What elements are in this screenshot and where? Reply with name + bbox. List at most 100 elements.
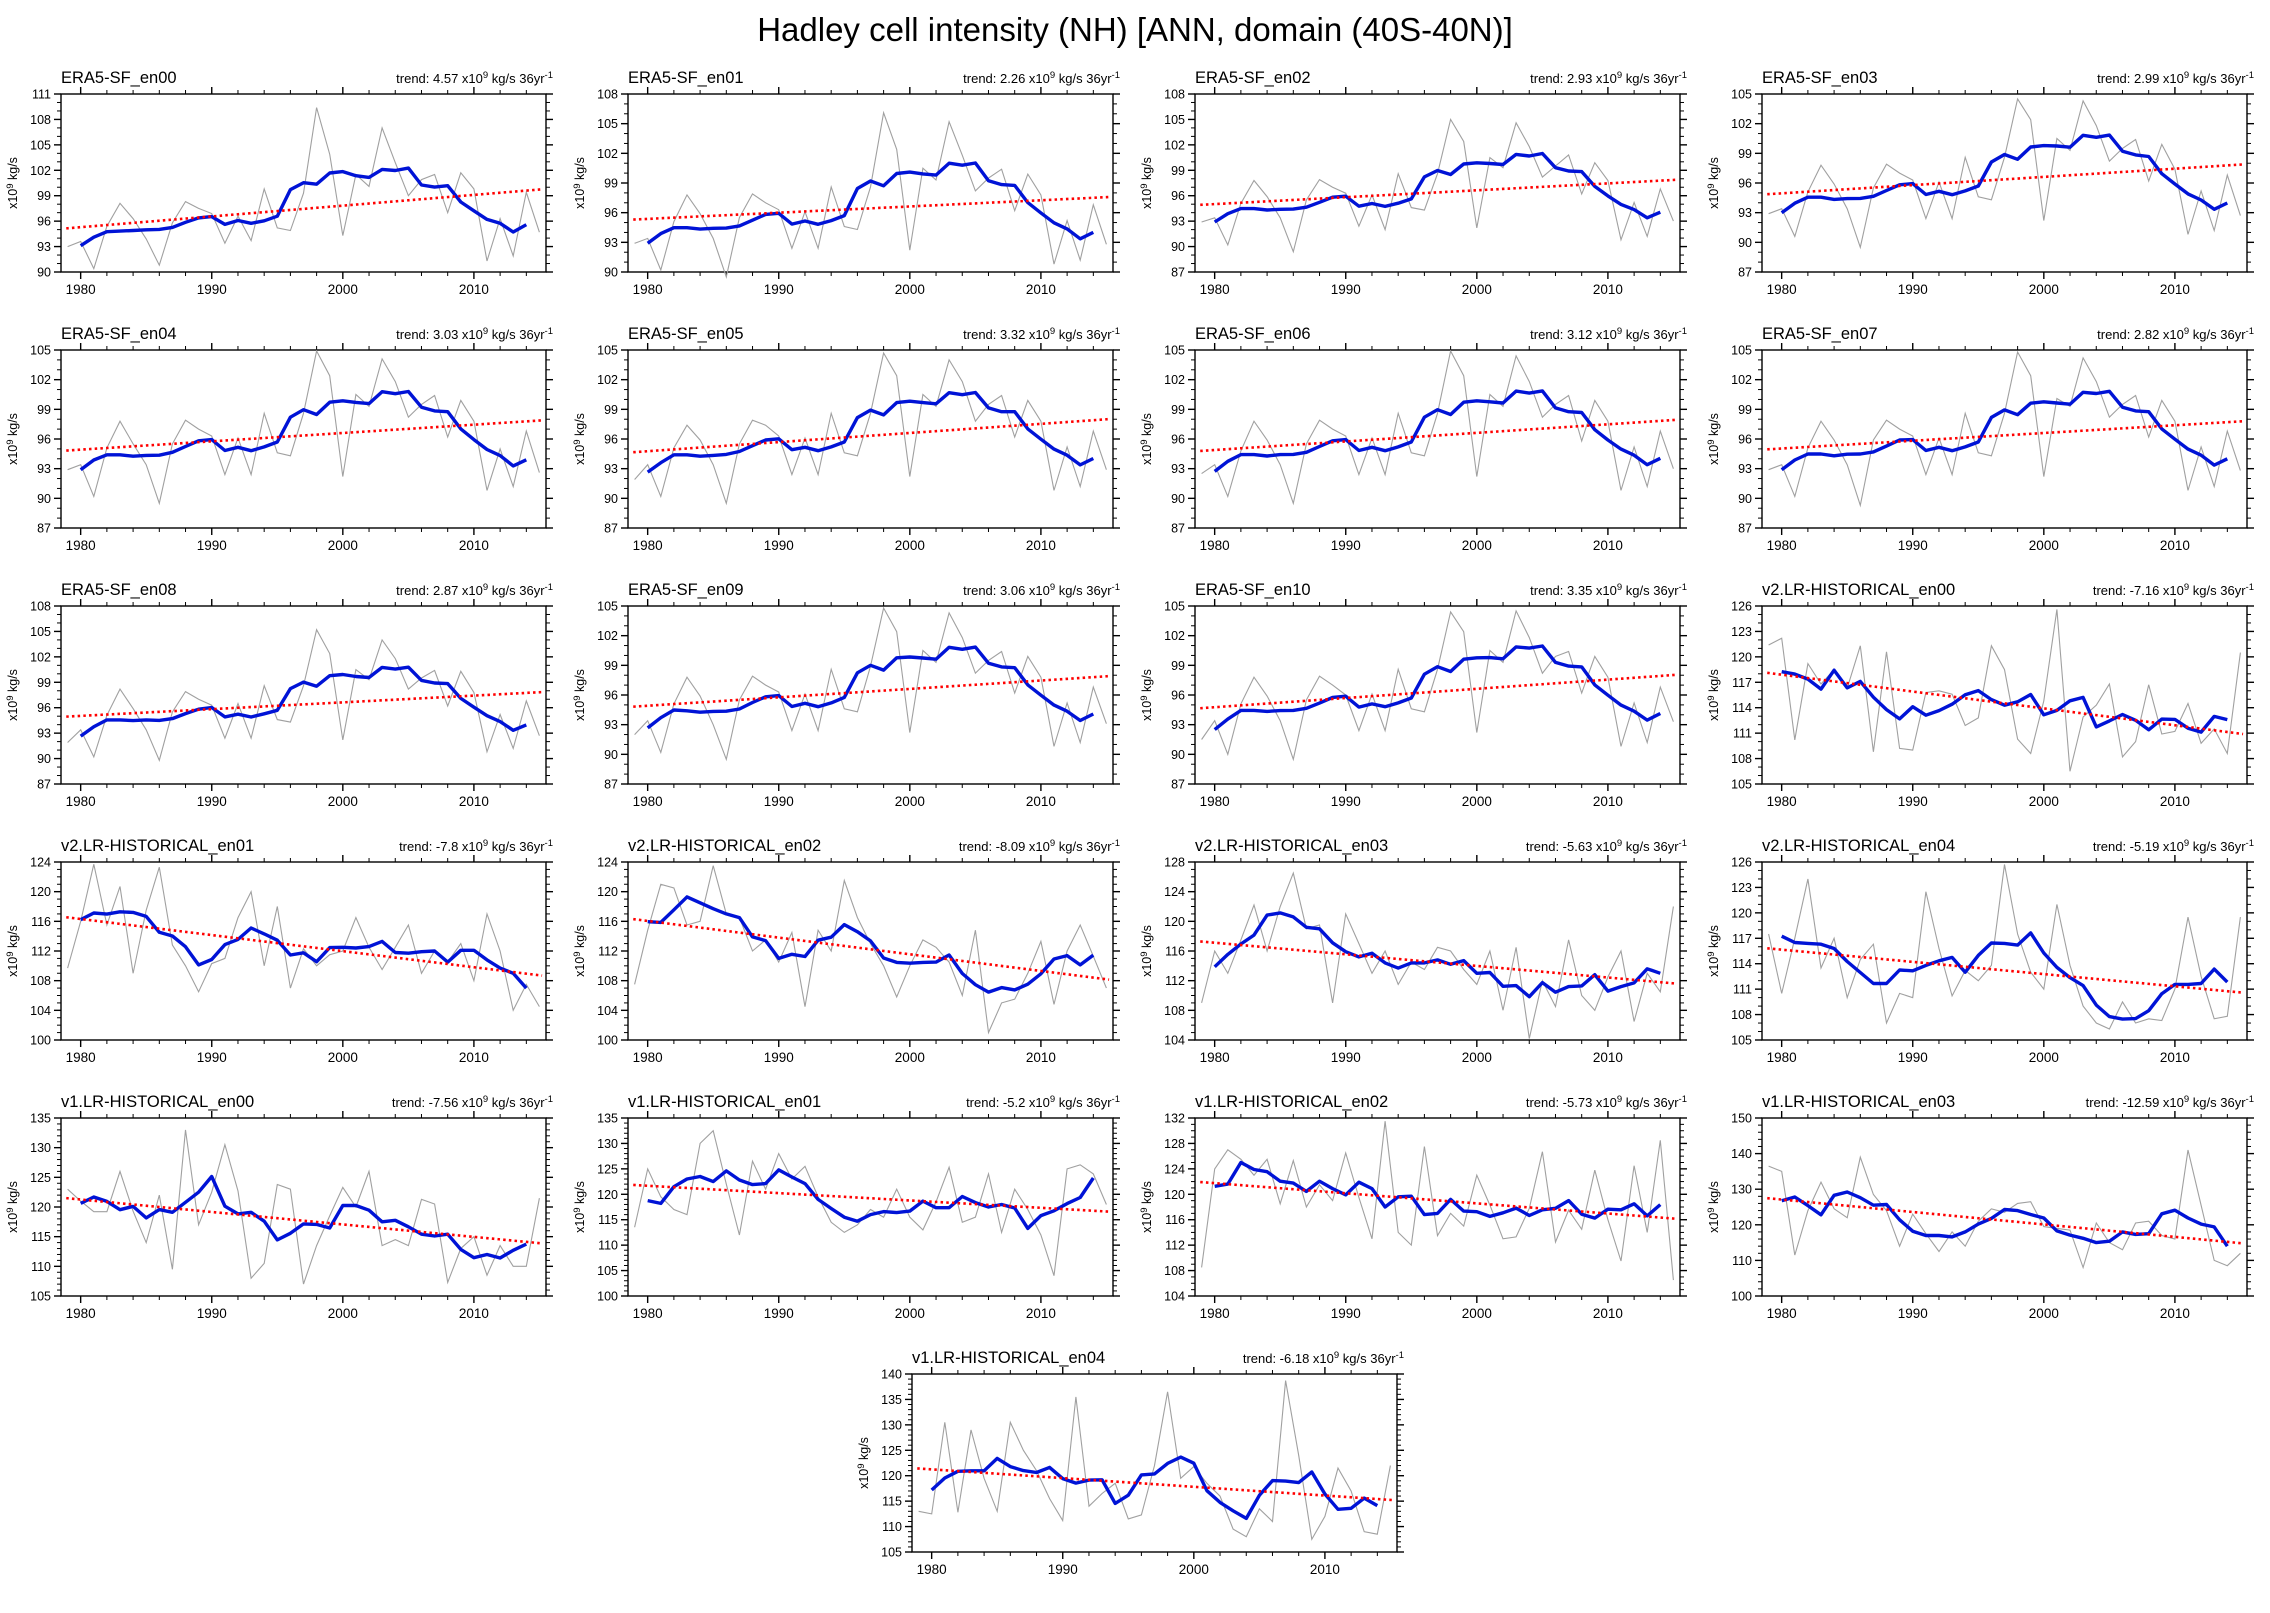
svg-text:2010: 2010: [1026, 538, 1056, 553]
axis-ticks: [621, 599, 1120, 791]
trend-label: trend: -6.18 x109 kg/s 36yr-1: [1242, 1350, 1403, 1366]
svg-text:102: 102: [597, 147, 618, 161]
svg-text:2010: 2010: [2160, 282, 2190, 297]
svg-text:108: 108: [1164, 88, 1185, 102]
plot-box: [627, 93, 1114, 273]
axis-ticks: [1188, 343, 1687, 535]
annual-line: [67, 628, 540, 762]
chart-panel-v1.LR-HISTORICAL_en00: v1.LR-HISTORICAL_en00 trend: -7.56 x109 k…: [1, 1086, 568, 1342]
smoothed-line: [1780, 931, 2229, 1021]
svg-text:2000: 2000: [328, 794, 358, 809]
svg-text:120: 120: [1164, 915, 1185, 929]
svg-text:2000: 2000: [2029, 1050, 2059, 1065]
chart-panel-ERA5-SF_en05: ERA5-SF_en05 trend: 3.32 x109 kg/s 36yr-1…: [568, 318, 1135, 574]
axis-tick-labels: 105 110 115 120 125 130 135 140 1980 1990 2000 2010: [881, 1368, 1340, 1578]
axis-tick-labels: 87 90 93 96 99 102 105 108 1980 1990 2000 2010: [1164, 88, 1623, 298]
panel-title: v2.LR-HISTORICAL_en01: [61, 837, 254, 855]
svg-text:1980: 1980: [1767, 1306, 1797, 1321]
axis-tick-labels: 105 108 111 114 117 120 123 126 1980 1990 2000 2010: [1731, 600, 2190, 810]
axis-tick-labels: 87 90 93 96 99 102 105 1980 1990 2000 2010: [1164, 344, 1623, 554]
y-axis-label: x109 kg/s: [1139, 925, 1154, 977]
svg-text:96: 96: [604, 206, 618, 220]
svg-text:105: 105: [30, 344, 51, 358]
svg-text:1980: 1980: [66, 282, 96, 297]
svg-text:105: 105: [597, 600, 618, 614]
svg-text:2010: 2010: [1593, 794, 1623, 809]
annual-line: [67, 107, 540, 271]
axis-ticks: [1188, 599, 1687, 791]
svg-text:2010: 2010: [459, 538, 489, 553]
panel-svg: ERA5-SF_en09 trend: 3.06 x109 kg/s 36yr-1…: [572, 581, 1120, 809]
svg-text:2000: 2000: [1462, 1306, 1492, 1321]
axis-ticks: [621, 87, 1120, 279]
svg-text:87: 87: [1738, 266, 1752, 280]
trend-label: trend: 2.99 x109 kg/s 36yr-1: [2097, 70, 2254, 86]
axis-ticks: [54, 1111, 553, 1303]
panel-svg: v1.LR-HISTORICAL_en03 trend: -12.59 x109 …: [1706, 1093, 2254, 1321]
panel-svg: ERA5-SF_en10 trend: 3.35 x109 kg/s 36yr-1…: [1139, 581, 1687, 810]
svg-text:1990: 1990: [764, 538, 794, 553]
svg-text:2010: 2010: [2160, 794, 2190, 809]
panel-title: ERA5-SF_en02: [1195, 69, 1311, 87]
svg-text:108: 108: [1164, 1004, 1185, 1018]
chart-panel-v1.LR-HISTORICAL_en02: v1.LR-HISTORICAL_en02 trend: -5.73 x109 k…: [1135, 1086, 1702, 1342]
annual-line: [634, 351, 1107, 506]
axis-ticks: [1755, 599, 2254, 791]
svg-text:111: 111: [1733, 727, 1752, 741]
panel-title: v2.LR-HISTORICAL_en00: [1762, 581, 1955, 599]
svg-text:2000: 2000: [1462, 1050, 1492, 1065]
y-axis-label: x109 kg/s: [1706, 669, 1721, 721]
svg-text:135: 135: [597, 1112, 618, 1126]
svg-text:120: 120: [30, 1201, 51, 1215]
svg-text:2000: 2000: [2029, 538, 2059, 553]
smoothed-line: [1213, 911, 1661, 999]
panel-title: ERA5-SF_en05: [628, 325, 744, 343]
svg-text:1980: 1980: [1200, 282, 1230, 297]
svg-text:2000: 2000: [895, 282, 925, 297]
svg-text:87: 87: [1171, 778, 1185, 792]
panel-title: ERA5-SF_en06: [1195, 325, 1311, 343]
axis-tick-labels: 87 90 93 96 99 102 105 1980 1990 2000 2010: [1731, 88, 2190, 298]
svg-text:126: 126: [1731, 856, 1752, 870]
svg-text:112: 112: [598, 945, 618, 959]
svg-text:2010: 2010: [1309, 1562, 1339, 1577]
svg-text:104: 104: [1164, 1034, 1185, 1048]
trend-label: trend: 2.87 x109 kg/s 36yr-1: [396, 582, 553, 598]
trend-label: trend: 2.26 x109 kg/s 36yr-1: [963, 70, 1120, 86]
annual-line: [1768, 1149, 2241, 1270]
svg-text:93: 93: [1738, 206, 1752, 220]
trend-label: trend: -5.63 x109 kg/s 36yr-1: [1526, 838, 1687, 854]
svg-text:114: 114: [1732, 701, 1752, 715]
y-axis-label: x109 kg/s: [856, 1437, 871, 1489]
smoothed-line: [646, 390, 1095, 474]
svg-text:100: 100: [30, 1034, 51, 1048]
svg-text:1980: 1980: [1200, 1050, 1230, 1065]
svg-text:96: 96: [1171, 689, 1185, 703]
svg-text:2010: 2010: [459, 282, 489, 297]
svg-text:102: 102: [30, 650, 51, 664]
panel-svg: v2.LR-HISTORICAL_en01 trend: -7.8 x109 kg…: [5, 837, 553, 1065]
svg-text:125: 125: [30, 1171, 51, 1185]
y-axis-label: x109 kg/s: [1706, 1181, 1721, 1233]
svg-text:93: 93: [37, 462, 51, 476]
svg-text:90: 90: [37, 752, 51, 766]
plot-box: [1194, 93, 1681, 273]
svg-text:99: 99: [1738, 147, 1752, 161]
axis-tick-labels: 100 104 108 112 116 120 124 1980 1990 2000 2010: [597, 856, 1056, 1066]
svg-text:1990: 1990: [197, 1306, 227, 1321]
svg-text:2000: 2000: [895, 1306, 925, 1321]
svg-text:99: 99: [604, 403, 618, 417]
svg-text:99: 99: [1738, 403, 1752, 417]
svg-text:93: 93: [1171, 462, 1185, 476]
axis-tick-labels: 87 90 93 96 99 102 105 1980 1990 2000 2010: [1164, 600, 1623, 810]
svg-text:100: 100: [597, 1034, 618, 1048]
svg-text:99: 99: [604, 659, 618, 673]
svg-text:108: 108: [1164, 1264, 1185, 1278]
smoothed-line: [1781, 668, 2228, 734]
svg-text:130: 130: [30, 1141, 51, 1155]
svg-text:1980: 1980: [1767, 1050, 1797, 1065]
svg-text:120: 120: [30, 885, 51, 899]
svg-text:102: 102: [1164, 138, 1185, 152]
svg-text:1980: 1980: [1200, 794, 1230, 809]
svg-text:1980: 1980: [1767, 794, 1797, 809]
